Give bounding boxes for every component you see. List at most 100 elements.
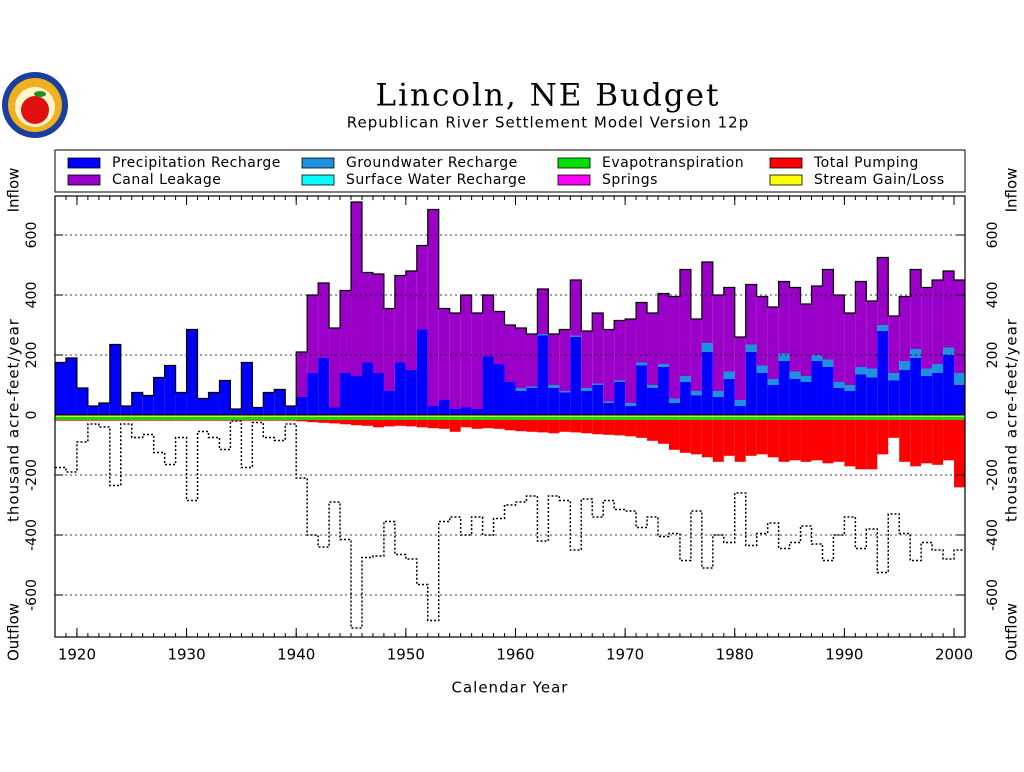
bar-segment (625, 419, 637, 437)
y-tick-label: 0 (985, 411, 1001, 420)
bar-segment (921, 416, 933, 420)
bar-segment (658, 415, 669, 417)
bar-segment (87, 415, 99, 417)
bar-segment (668, 403, 680, 415)
bar-segment (98, 415, 110, 417)
bar-segment (866, 368, 878, 378)
bar-segment (109, 344, 121, 415)
y-tick-label: -400 (24, 519, 40, 551)
bar-segment (614, 380, 626, 382)
bar-segment (329, 407, 341, 415)
legend-box (54, 149, 966, 193)
bar-segment (614, 416, 626, 420)
bar-segment (811, 355, 823, 361)
bar-segment (153, 416, 165, 420)
bar-segment (658, 364, 669, 367)
bar-segment (493, 364, 505, 415)
bar-segment (745, 419, 757, 456)
bar-segment (734, 400, 746, 406)
bar-segment (493, 415, 505, 417)
bar-segment (570, 337, 582, 415)
bar-segment (55, 419, 66, 421)
bar-segment (186, 419, 198, 421)
logo (2, 72, 68, 138)
bar-segment (581, 388, 593, 391)
bar-segment (943, 271, 955, 348)
bar-segment (471, 415, 483, 417)
bar-segment (153, 415, 165, 417)
bar-segment (120, 416, 132, 420)
bar-segment (318, 415, 330, 417)
bar-segment (515, 328, 527, 388)
bar-segment (844, 385, 856, 391)
bar-segment (131, 415, 143, 417)
y-tick-label: 600 (985, 222, 1001, 249)
bar-segment (296, 419, 308, 422)
bar-segment (668, 415, 680, 417)
bar-segment (581, 391, 593, 415)
bar-segment (855, 419, 867, 470)
bar-segment (504, 382, 516, 415)
bar-segment (636, 365, 648, 415)
bar-segment (756, 373, 768, 415)
legend-label: Canal Leakage (112, 172, 221, 188)
bars (55, 202, 965, 488)
bar-segment (427, 416, 439, 420)
bar-segment (701, 343, 713, 352)
bar-segment (131, 392, 143, 415)
bar-segment (274, 416, 286, 420)
bar-segment (647, 419, 659, 441)
bar-segment (658, 293, 669, 364)
bar-segment (559, 416, 571, 420)
bar-segment (789, 416, 801, 420)
bar-segment (625, 406, 637, 415)
bar-segment (482, 416, 494, 420)
bar-segment (351, 416, 362, 420)
bar-segment (252, 419, 264, 421)
bar-segment (208, 415, 220, 417)
bar-segment (943, 416, 955, 420)
bar-segment (55, 416, 66, 420)
bar-segment (943, 415, 955, 417)
bar-segment (559, 415, 571, 417)
bar-segment (241, 419, 253, 421)
bar-segment (252, 407, 264, 415)
bar-segment (899, 370, 911, 415)
bar-segment (274, 389, 286, 415)
bar-segment (351, 376, 362, 415)
bar-segment (449, 415, 461, 417)
bar-segment (471, 419, 483, 429)
bar-segment (756, 416, 768, 420)
bar-segment (822, 416, 834, 420)
bar-segment (647, 385, 659, 388)
bar-segment (98, 419, 110, 421)
bar-segment (778, 281, 790, 354)
bar-segment (745, 415, 757, 417)
bar-segment (219, 419, 231, 421)
bar-segment (822, 419, 834, 464)
y-tick-label: -600 (24, 579, 40, 611)
bar-segment (767, 419, 779, 458)
bar-segment (164, 415, 176, 417)
bar-segment (647, 415, 659, 417)
bar-segment (723, 379, 735, 415)
bar-segment (943, 347, 955, 355)
bar-segment (504, 416, 516, 420)
bar-segment (921, 415, 933, 417)
bar-segment (603, 403, 615, 415)
legend-swatch (769, 157, 803, 169)
bar-segment (932, 373, 944, 415)
x-tick-label: 1940 (277, 646, 315, 664)
bar-segment (383, 416, 395, 420)
bar-segment (230, 416, 242, 420)
bar-segment (690, 395, 702, 415)
bar-segment (219, 415, 231, 417)
bar-segment (526, 415, 538, 417)
bar-segment (756, 296, 768, 366)
bar-segment (361, 416, 373, 420)
bar-segment (822, 367, 834, 415)
bar-segment (767, 416, 779, 420)
bar-segment (734, 419, 746, 462)
bar-segment (570, 280, 582, 336)
bar-segment (76, 416, 88, 420)
